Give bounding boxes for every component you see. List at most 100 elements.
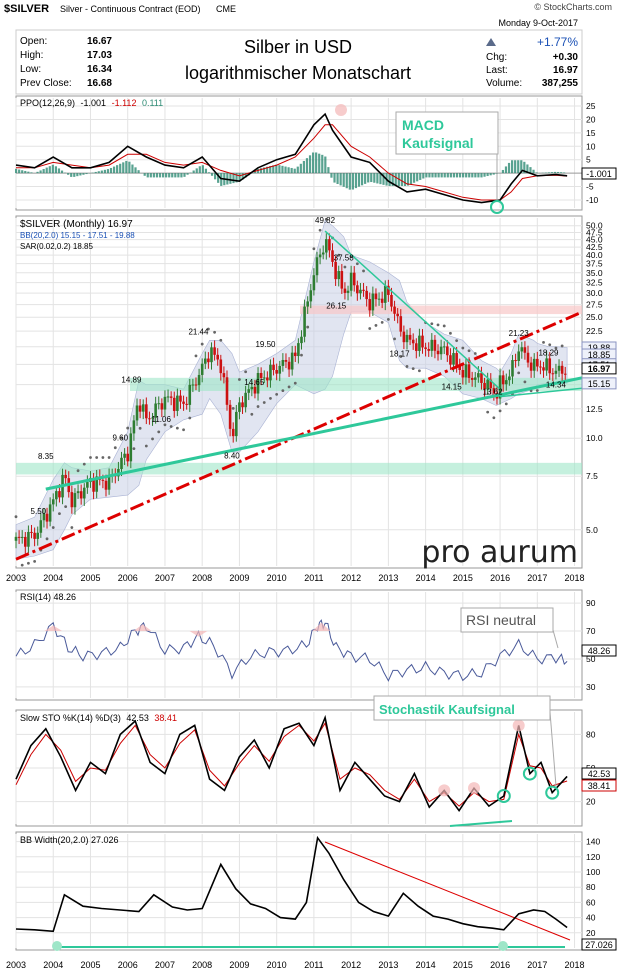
- price-bar-body: [256, 372, 260, 394]
- price-bar-body: [399, 316, 403, 332]
- price-bar-body: [467, 364, 471, 378]
- parabolic-sar: [14, 217, 564, 567]
- price-legend-main: $SILVER (Monthly) 16.97: [20, 219, 133, 230]
- histogram-bar: [370, 173, 373, 183]
- histogram-bar: [128, 161, 131, 174]
- price-bar-body: [45, 513, 49, 522]
- sar-dot: [399, 355, 403, 358]
- sto-legend-k: 42.53: [126, 713, 149, 723]
- histogram-bar: [559, 172, 563, 174]
- price-bar-body: [402, 331, 406, 343]
- bbwidth-panel: BB Width(20,2.0) 27.026 140 120 100 80 60 40 2…: [6, 831, 617, 970]
- sto-last-box-d: [581, 779, 617, 792]
- histogram-bar: [431, 173, 434, 178]
- x-tick-label: 2012: [341, 573, 361, 583]
- price-bar-body: [36, 532, 40, 539]
- x-tick-label: 2007: [155, 960, 175, 970]
- price-bar-body: [480, 373, 483, 383]
- price-bar-body: [39, 520, 43, 533]
- y-tick-label: 45.0: [586, 235, 603, 245]
- price-bar-body: [207, 358, 210, 363]
- sar-dot: [374, 324, 378, 327]
- histogram-bar: [535, 172, 538, 174]
- price-bar-body: [520, 347, 524, 352]
- histogram-bar: [321, 154, 324, 174]
- histogram-bar: [67, 173, 70, 175]
- rsi-peak: [312, 622, 331, 632]
- price-bar-body: [82, 487, 86, 499]
- y-tick-label: 25: [586, 101, 596, 111]
- x-tick-label: 2009: [229, 960, 249, 970]
- price-annotation: 19.50: [255, 340, 276, 349]
- price-bar-body: [51, 499, 55, 505]
- price-annotation: 37.58: [334, 253, 355, 262]
- price-bar-body: [194, 384, 198, 386]
- histogram-bar: [327, 167, 330, 174]
- sar-dot: [244, 370, 248, 374]
- price-bar-body: [42, 513, 46, 521]
- y-tick-label: 15: [586, 128, 596, 138]
- histogram-bar: [517, 160, 520, 174]
- histogram-bar: [76, 173, 79, 177]
- bbw-last-box: [581, 938, 617, 951]
- price-bar-body: [349, 272, 353, 291]
- price-bar-body: [126, 453, 130, 462]
- sar-dot: [492, 416, 496, 420]
- price-bar-body: [536, 358, 539, 367]
- price-bar-body: [418, 335, 421, 351]
- histogram-bar: [299, 163, 302, 174]
- histogram-bar: [510, 160, 514, 174]
- price-bar-body: [477, 373, 480, 378]
- price-bar-body: [300, 336, 303, 344]
- price-bar-body: [306, 301, 309, 307]
- descending-trendline: [324, 230, 501, 390]
- sar-dot: [101, 456, 105, 459]
- price-bar-body: [433, 339, 437, 351]
- price-bar-body: [95, 476, 98, 492]
- price-bar-body: [120, 457, 123, 469]
- price-bar-body: [328, 239, 331, 251]
- price-bar-body: [197, 374, 201, 386]
- histogram-bar: [458, 173, 462, 178]
- y-tick-label: 40.0: [586, 250, 603, 260]
- sar-dot: [20, 563, 24, 567]
- price-bar-body: [504, 380, 508, 385]
- sar-dot: [200, 342, 204, 346]
- histogram-bar: [210, 173, 214, 176]
- sar-dot: [82, 462, 86, 466]
- histogram-bar: [79, 173, 82, 176]
- y-tick-label: 5.0: [586, 525, 598, 535]
- price-bar-body: [253, 386, 257, 394]
- y-tick-label: 100: [586, 867, 600, 877]
- rsi-callout-pointer: [552, 629, 559, 649]
- symbol: $SILVER: [4, 3, 49, 15]
- x-tick-label: 2009: [229, 573, 249, 583]
- histogram-bar: [287, 167, 290, 174]
- price-bar-body: [123, 453, 126, 458]
- sar-dot: [238, 378, 241, 381]
- sar-dot: [45, 537, 49, 541]
- price-annotation: 14.65: [244, 378, 265, 387]
- price-bar-body: [356, 285, 359, 294]
- price-annotation: 14.15: [442, 382, 463, 391]
- sar-dot: [33, 559, 37, 563]
- histogram-bar: [149, 173, 152, 178]
- y-tick-label: 40: [586, 913, 596, 923]
- sar-dot: [318, 228, 322, 232]
- sar-dot: [281, 389, 285, 393]
- price-bar-body: [542, 367, 545, 371]
- price-bar-body: [501, 375, 505, 385]
- green-trendline-short: [500, 387, 583, 398]
- price-bar-body: [424, 347, 427, 349]
- histogram-bar: [244, 173, 247, 178]
- histogram-bar: [281, 165, 284, 174]
- histogram-bar: [54, 166, 58, 174]
- histogram-bar: [360, 173, 364, 186]
- sar-dot: [300, 353, 303, 357]
- histogram-bar: [51, 164, 54, 174]
- price-annotation: 14.34: [546, 381, 567, 390]
- price-bar-body: [359, 289, 362, 294]
- price-bar-body: [343, 288, 347, 293]
- price-bar-body: [272, 364, 275, 371]
- bbw-legend: BB Width(20,2.0) 27.026: [20, 835, 119, 845]
